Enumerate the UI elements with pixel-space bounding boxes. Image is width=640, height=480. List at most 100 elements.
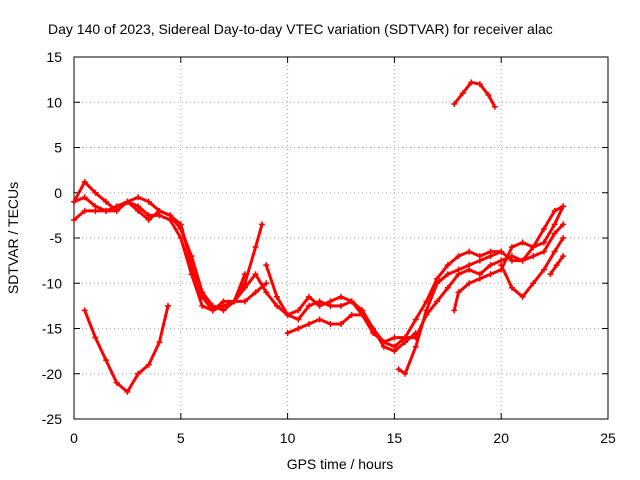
data-point <box>135 194 142 201</box>
data-point <box>434 280 441 287</box>
data-point <box>348 311 355 318</box>
data-point <box>113 379 120 386</box>
data-point <box>451 101 458 108</box>
data-point <box>103 357 110 364</box>
data-point <box>530 244 537 251</box>
y-axis-ticks: -25 -20 -15 -10 -5 0 5 10 15 <box>42 49 608 427</box>
series-line <box>452 204 565 312</box>
data-point <box>338 302 344 309</box>
data-point <box>455 253 462 260</box>
data-point <box>402 334 409 341</box>
data-point <box>252 271 259 278</box>
data-point <box>540 239 547 246</box>
data-point <box>402 370 409 377</box>
data-point <box>295 307 302 314</box>
series-line <box>232 272 418 344</box>
data-point <box>252 289 259 296</box>
data-point <box>103 198 110 205</box>
data-point <box>258 221 265 228</box>
data-point <box>508 244 515 251</box>
data-point <box>220 298 227 305</box>
data-point <box>209 302 216 309</box>
data-point <box>145 216 152 223</box>
data-point <box>231 298 238 305</box>
x-tick-label: 0 <box>70 430 78 446</box>
data-point <box>468 79 475 86</box>
series-arc-5 <box>231 271 419 346</box>
series-arc-4 <box>81 302 171 395</box>
data-point <box>295 325 302 332</box>
data-point <box>284 330 291 337</box>
data-point <box>560 235 567 241</box>
y-tick-label: 0 <box>54 185 62 201</box>
data-point <box>241 298 248 305</box>
data-point <box>391 334 398 341</box>
data-point <box>476 257 483 264</box>
data-point <box>540 248 547 255</box>
data-point <box>444 271 451 278</box>
data-point <box>412 343 419 350</box>
series-arc-11 <box>451 203 567 314</box>
data-point <box>459 90 466 97</box>
data-point <box>263 262 270 269</box>
data-point <box>305 320 312 327</box>
data-point <box>498 262 505 269</box>
data-point <box>145 198 152 205</box>
data-point <box>81 207 88 214</box>
y-tick-label: -20 <box>42 366 62 382</box>
data-point <box>316 316 323 323</box>
data-point <box>199 302 206 309</box>
data-point <box>135 207 142 214</box>
data-point <box>81 307 88 314</box>
series-arc-7 <box>284 311 398 350</box>
data-point <box>156 207 163 214</box>
y-axis-label: SDTVAR / TECUs <box>5 182 21 294</box>
data-point <box>423 311 430 318</box>
data-point <box>81 194 88 201</box>
series-arc-14 <box>547 253 567 278</box>
data-point <box>455 271 462 278</box>
data-point <box>547 271 554 278</box>
data-point <box>273 293 280 300</box>
data-point <box>81 178 88 185</box>
series-arc-9 <box>395 248 505 377</box>
data-point <box>476 275 483 282</box>
series-layer <box>71 79 567 395</box>
data-point <box>395 366 402 373</box>
data-point <box>551 221 558 228</box>
data-point <box>560 221 567 228</box>
chart-title: Day 140 of 2023, Sidereal Day-to-day VTE… <box>48 21 553 37</box>
x-tick-label: 20 <box>493 430 509 446</box>
data-point <box>92 189 99 196</box>
data-point <box>551 230 558 237</box>
data-point <box>508 284 515 291</box>
data-point <box>92 334 99 341</box>
data-point <box>327 320 334 327</box>
data-point <box>145 361 152 368</box>
series-line <box>452 80 497 109</box>
x-tick-label: 15 <box>387 430 403 446</box>
y-tick-label: -10 <box>42 275 62 291</box>
data-point <box>241 284 248 291</box>
data-point <box>540 225 547 232</box>
series-line <box>83 304 170 394</box>
data-point <box>519 293 526 300</box>
data-point <box>316 298 323 305</box>
y-tick-label: -25 <box>42 411 62 427</box>
data-point <box>466 266 473 273</box>
series-arc-12 <box>498 235 567 300</box>
data-point <box>273 302 280 309</box>
data-point <box>252 244 259 251</box>
data-point <box>487 262 494 269</box>
x-tick-label: 10 <box>280 430 296 446</box>
data-point <box>295 316 302 323</box>
series-arc-13 <box>451 79 498 110</box>
y-tick-label: 10 <box>46 94 62 110</box>
data-point <box>519 239 526 246</box>
data-point <box>519 257 526 264</box>
series-line <box>286 313 396 349</box>
series-arc-6 <box>263 262 419 355</box>
data-point <box>466 248 473 255</box>
data-point <box>434 298 441 305</box>
data-point <box>156 339 163 346</box>
